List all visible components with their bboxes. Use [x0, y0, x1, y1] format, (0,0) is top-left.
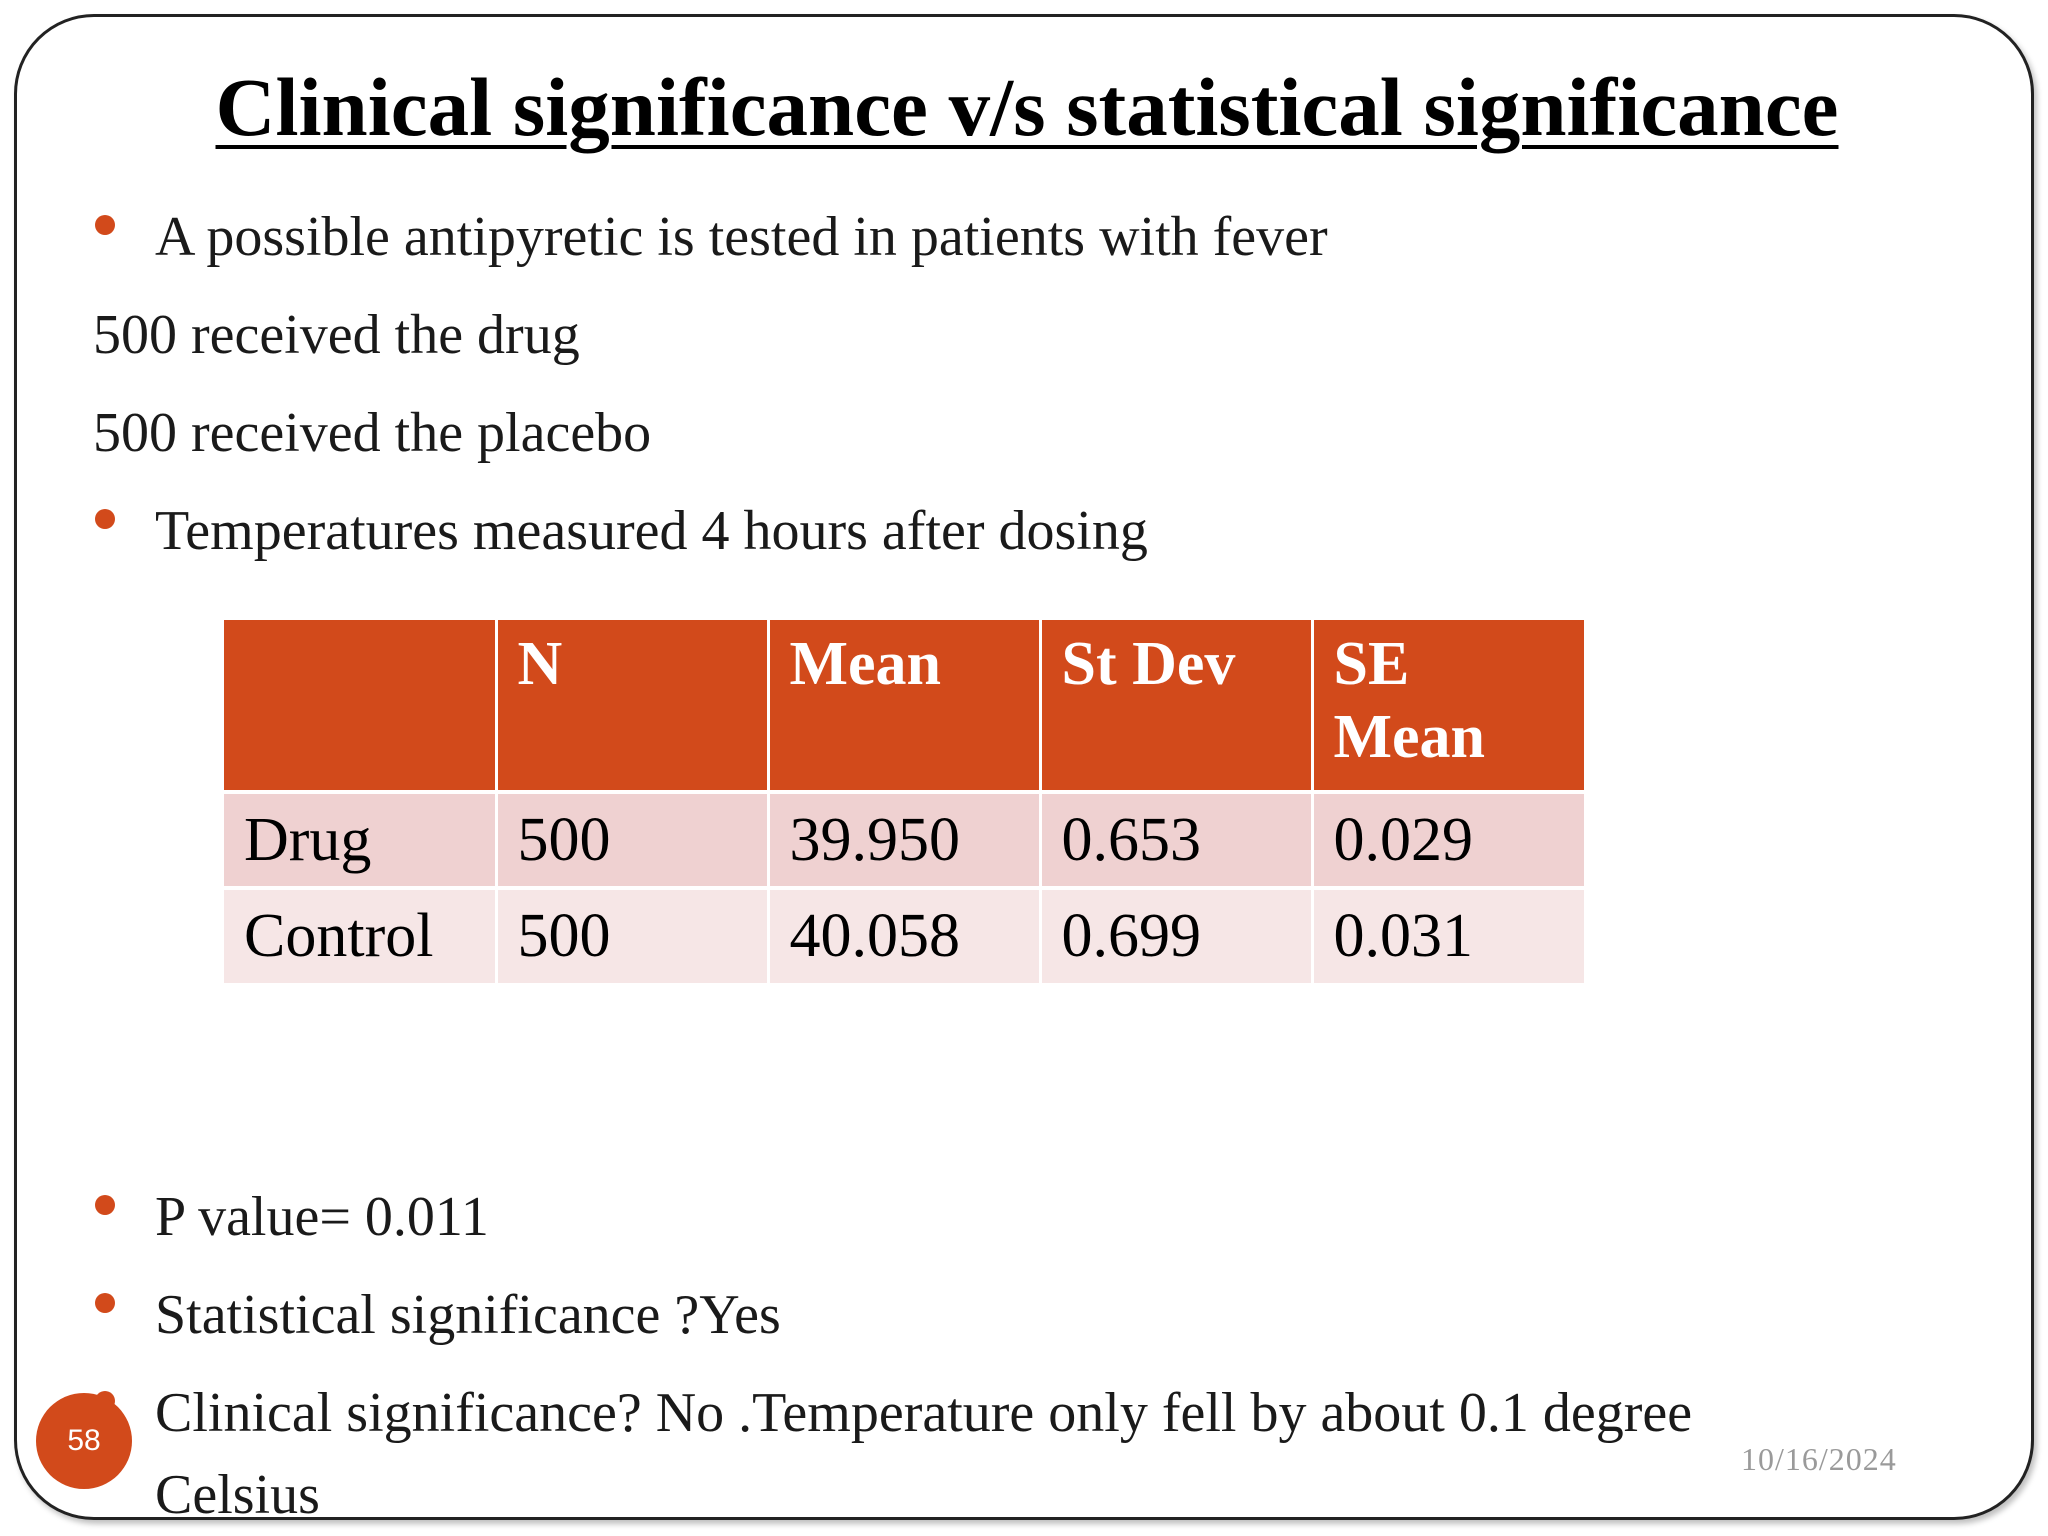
table-header-cell: St Dev	[1038, 620, 1312, 792]
table-cell: 40.058	[766, 886, 1040, 983]
bullet-text: A possible antipyretic is tested in pati…	[155, 206, 1328, 268]
stats-table: N Mean St Dev SE Mean Drug 500 39.950 0.…	[224, 620, 1584, 983]
table-cell: 0.699	[1038, 886, 1312, 983]
bullet-text: Clinical significance? No .Temperature o…	[155, 1382, 1693, 1444]
bullet-icon	[95, 509, 115, 529]
slide: Clinical significance v/s statistical si…	[14, 14, 2034, 1520]
table-cell: 0.653	[1038, 790, 1312, 888]
table-header-row: N Mean St Dev SE Mean	[224, 620, 1584, 792]
table-cell: Drug	[224, 790, 496, 888]
text-line: 500 received the drug	[93, 304, 580, 366]
bullet-icon	[95, 1293, 115, 1313]
table-cell: Control	[224, 886, 496, 983]
table-row: Control 500 40.058 0.699 0.031	[224, 886, 1584, 983]
bullet-icon	[95, 215, 115, 235]
bullet-text: P value= 0.011	[155, 1186, 489, 1248]
table-cell: 500	[494, 886, 768, 983]
table-cell: 0.031	[1310, 886, 1584, 983]
table-row: Drug 500 39.950 0.653 0.029	[224, 790, 1584, 888]
slide-date: 10/16/2024	[1741, 1441, 1897, 1477]
table-header-cell: SE Mean	[1310, 620, 1584, 792]
slide-title: Clinical significance v/s statistical si…	[215, 61, 1839, 153]
page-number-badge: 58	[36, 1393, 132, 1489]
text-line: 500 received the placebo	[93, 402, 652, 464]
table-header-cell	[224, 620, 496, 792]
bullet-text-continuation: Celsius	[155, 1464, 320, 1520]
table-cell: 500	[494, 790, 768, 888]
bullet-text: Temperatures measured 4 hours after dosi…	[155, 500, 1148, 562]
table-header-cell: Mean	[766, 620, 1040, 792]
table-cell: 39.950	[766, 790, 1040, 888]
table-header-cell: N	[494, 620, 768, 792]
bullet-icon	[95, 1195, 115, 1215]
bullet-text: Statistical significance ?Yes	[155, 1284, 781, 1346]
table-cell: 0.029	[1310, 790, 1584, 888]
